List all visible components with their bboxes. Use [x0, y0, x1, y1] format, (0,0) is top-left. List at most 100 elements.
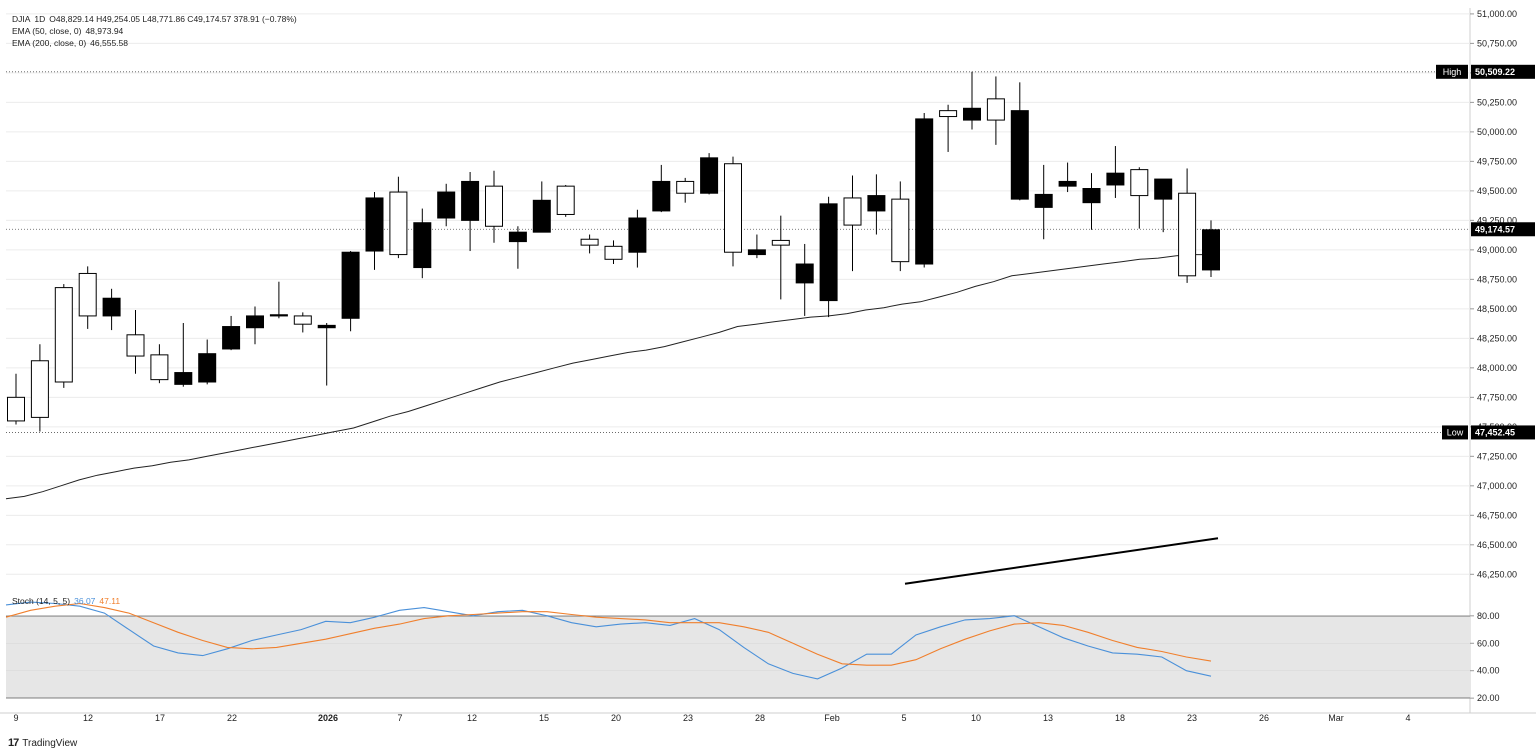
marker-tag-bg — [1442, 425, 1468, 440]
x-tick-label: 23 — [683, 713, 693, 723]
candle-body — [365, 197, 384, 252]
price-markers: High 50,509.22 Low 47,452.45 49,174.57 — [1436, 64, 1535, 440]
y-tick-label: 47,750.00 — [1477, 392, 1517, 402]
candle-body — [843, 197, 862, 226]
candle-body — [102, 297, 121, 317]
candle-body — [246, 315, 264, 329]
y-tick-label: 49,500.00 — [1477, 186, 1517, 196]
price-grid — [6, 8, 1471, 713]
candle-body — [580, 238, 599, 246]
stoch-legend[interactable]: Stoch (14, 5, 5) 36.07 47.11 — [12, 596, 124, 607]
y-tick-label: 50,250.00 — [1477, 97, 1517, 107]
ema200-line — [904, 537, 1219, 585]
y-tick-label: 48,250.00 — [1477, 333, 1517, 343]
x-tick-label: 20 — [611, 713, 621, 723]
y-tick-label: 46,750.00 — [1477, 510, 1517, 520]
candle-body — [293, 315, 312, 325]
symbol-label[interactable]: DJIA — [12, 14, 31, 24]
candle-body — [915, 118, 934, 265]
ema200-legend-value: 46,555.58 — [90, 38, 128, 48]
y-tick-label: 48,500.00 — [1477, 304, 1517, 314]
ema200-legend[interactable]: EMA (200, close, 0) 46,555.58 — [12, 38, 132, 49]
candle-body — [198, 353, 217, 383]
stoch-d-line — [5, 602, 1212, 666]
y-tick-label: 47,250.00 — [1477, 451, 1517, 461]
stoch-axis[interactable]: 80.00 60.00 40.00 20.00 — [1470, 611, 1500, 703]
x-tick-label: Mar — [1328, 713, 1344, 723]
x-tick-label: 28 — [755, 713, 765, 723]
ema200-legend-label: EMA (200, close, 0) — [12, 38, 87, 48]
x-tick-label: 18 — [1115, 713, 1125, 723]
candle-body — [1010, 110, 1029, 200]
candle-body — [939, 110, 958, 118]
x-tick-label: Feb — [824, 713, 840, 723]
tradingview-logo[interactable]: 17 TradingView — [8, 737, 77, 749]
candle-body — [1202, 229, 1220, 271]
candle-body — [819, 203, 838, 302]
y-tick-label: 49,750.00 — [1477, 156, 1517, 166]
marker-value-bg — [1471, 222, 1535, 237]
candle-body — [341, 251, 360, 319]
stoch-legend-label: Stoch (14, 5, 5) — [12, 596, 71, 606]
stoch-tick-label: 20.00 — [1477, 693, 1500, 703]
candle-body — [1154, 178, 1173, 200]
x-tick-label: 10 — [971, 713, 981, 723]
y-tick-label: 51,000.00 — [1477, 9, 1517, 19]
ema50-legend-label: EMA (50, close, 0) — [12, 26, 82, 36]
candle-body — [389, 191, 408, 256]
candle-body — [556, 185, 575, 215]
x-tick-label: 23 — [1187, 713, 1197, 723]
time-axis[interactable]: 9 12 17 22 2026 7 12 15 20 23 28 Feb 5 10 13 18 23 26 Mar 4 — [13, 713, 1410, 723]
y-tick-label: 48,000.00 — [1477, 363, 1517, 373]
ema200-path — [904, 537, 1219, 585]
y-tick-label: 48,750.00 — [1477, 274, 1517, 284]
candle-body — [604, 245, 623, 260]
ema50-legend[interactable]: EMA (50, close, 0) 48,973.94 — [12, 26, 127, 37]
candle-body — [700, 157, 719, 194]
marker-value-label: 50,509.22 — [1475, 67, 1515, 77]
candle-body — [461, 180, 480, 221]
x-tick-label: 9 — [13, 713, 18, 723]
y-tick-label: 46,250.00 — [1477, 569, 1517, 579]
candle-body — [795, 263, 814, 284]
candle-body — [1034, 193, 1053, 208]
stoch-tick-label: 60.00 — [1477, 638, 1500, 648]
marker-tag-label: Low — [1447, 427, 1464, 437]
x-tick-label: 22 — [227, 713, 237, 723]
x-tick-label: 4 — [1405, 713, 1410, 723]
candle-body — [54, 287, 73, 383]
x-tick-label: 15 — [539, 713, 549, 723]
candles — [7, 71, 1220, 432]
ema50-path — [5, 254, 1213, 500]
candle-body — [867, 195, 886, 212]
marker-tag-bg — [1436, 64, 1468, 79]
candle-body — [30, 360, 49, 418]
y-tick-label: 49,250.00 — [1477, 215, 1517, 225]
y-tick-label: 46,500.00 — [1477, 540, 1517, 550]
price-axis[interactable]: 51,000.0050,750.0050,500.0050,250.0050,0… — [1470, 9, 1517, 579]
candle-body — [891, 198, 910, 263]
candle-body — [1106, 172, 1125, 186]
stoch-k-line — [5, 601, 1212, 680]
candle-body — [771, 239, 790, 246]
candle-body — [174, 372, 193, 385]
y-tick-label: 49,000.00 — [1477, 245, 1517, 255]
stoch-band-fill — [6, 615, 1470, 699]
marker-tag-label: High — [1443, 67, 1462, 77]
candle-body — [7, 396, 25, 422]
candle-body — [747, 249, 766, 256]
candle-body — [485, 185, 503, 227]
y-tick-label: 50,000.00 — [1477, 127, 1517, 137]
candle-body — [269, 314, 288, 317]
candle-body — [724, 163, 742, 253]
interval-label: 1D — [34, 14, 46, 24]
candle-body — [508, 231, 527, 243]
x-tick-label: 13 — [1043, 713, 1053, 723]
tradingview-icon: 17 — [8, 737, 19, 749]
ema50-legend-value: 48,973.94 — [85, 26, 124, 36]
candle-body — [628, 217, 647, 253]
candle-body — [78, 272, 97, 317]
x-tick-label: 2026 — [318, 713, 338, 723]
tradingview-logo-text: TradingView — [22, 737, 78, 749]
